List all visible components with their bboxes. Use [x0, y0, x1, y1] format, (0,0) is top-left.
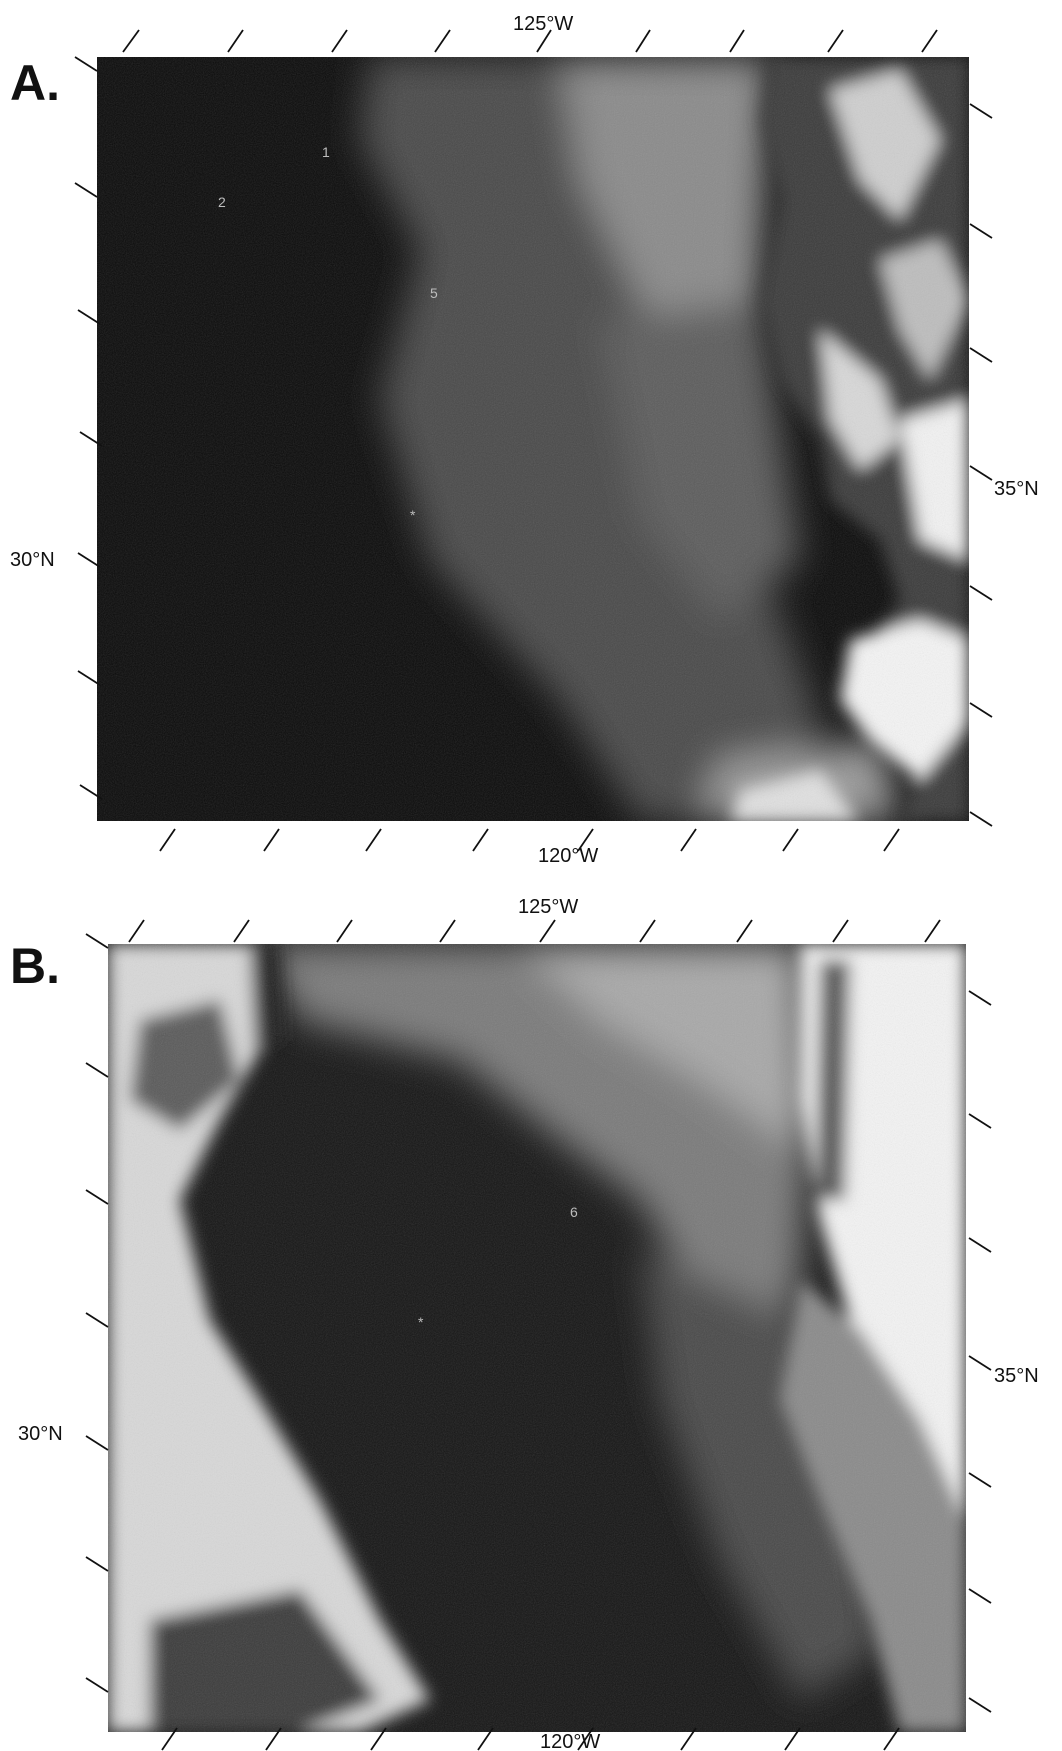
panel-b-graticule-ticks	[85, 919, 992, 1751]
panel-b-top-longitude-label: 125°W	[518, 896, 578, 918]
panel-a-bottom-longitude-label: 120°W	[538, 845, 598, 867]
panel-a-satellite-image: 1 2 5 *	[97, 57, 969, 821]
panel-b-satellite-image: 6 *	[108, 944, 966, 1732]
panel-a-right-latitude-label: 35°N	[994, 478, 1039, 500]
panel-b-right-latitude-label: 35°N	[994, 1365, 1039, 1387]
panel-b-left-latitude-label: 30°N	[18, 1423, 63, 1445]
panel-b-bottom-longitude-label: 120°W	[540, 1731, 600, 1751]
marker-1: 1	[322, 144, 330, 160]
marker-star-b: *	[418, 1314, 424, 1330]
panel-a-left-latitude-label: 30°N	[10, 549, 55, 571]
panel-a: A. 1 2 5 *	[10, 13, 1039, 867]
marker-star: *	[410, 507, 416, 523]
marker-2: 2	[218, 194, 226, 210]
marker-6: 6	[570, 1204, 578, 1220]
panel-a-letter: A.	[10, 55, 60, 111]
panel-a-graticule-ticks	[74, 29, 993, 852]
panel-b-letter: B.	[10, 938, 60, 994]
panel-a-top-longitude-label: 125°W	[513, 13, 573, 35]
panel-b: B. 6 *	[10, 896, 1039, 1751]
marker-5: 5	[430, 285, 438, 301]
